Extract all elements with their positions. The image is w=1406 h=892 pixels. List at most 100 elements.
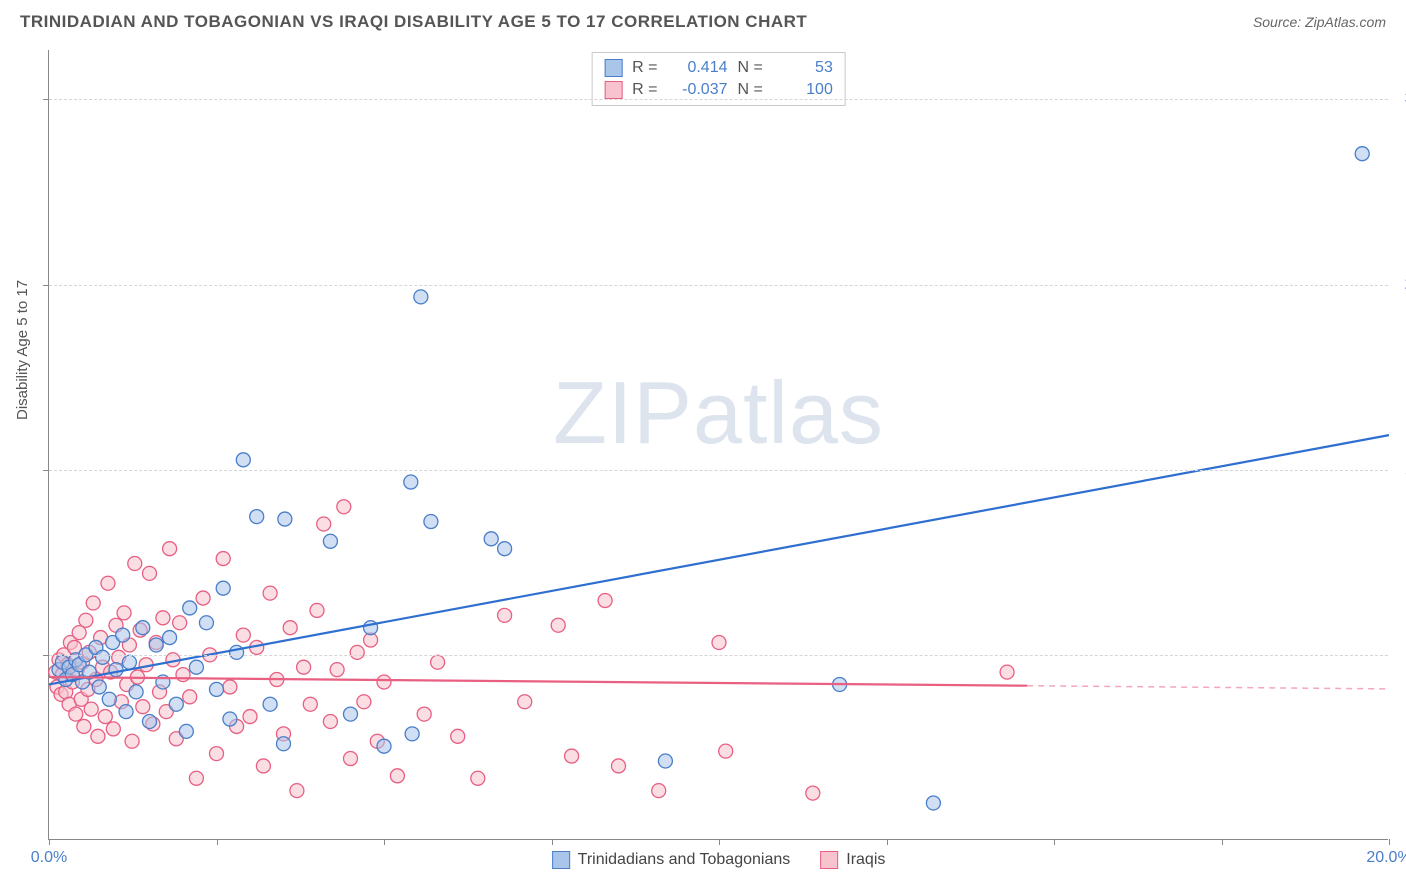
chart-header: TRINIDADIAN AND TOBAGONIAN VS IRAQI DISA… (0, 0, 1406, 40)
data-point (149, 638, 163, 652)
data-point (189, 771, 203, 785)
data-point (176, 668, 190, 682)
data-point (350, 645, 364, 659)
data-point (136, 621, 150, 635)
data-point (303, 697, 317, 711)
data-point (712, 636, 726, 650)
data-point (417, 707, 431, 721)
x-tick-mark (217, 839, 218, 845)
x-tick-mark (1389, 839, 1390, 845)
legend-r-value-2: -0.037 (672, 81, 728, 99)
data-point (357, 695, 371, 709)
gridline (49, 655, 1388, 656)
data-point (377, 739, 391, 753)
data-point (116, 628, 130, 642)
data-point (84, 702, 98, 716)
data-point (451, 729, 465, 743)
data-point (189, 660, 203, 674)
data-point (223, 680, 237, 694)
data-point (290, 784, 304, 798)
legend-row-series-2: R = -0.037 N = 100 (604, 79, 833, 101)
data-point (317, 517, 331, 531)
data-point (256, 759, 270, 773)
data-point (106, 722, 120, 736)
data-point (404, 475, 418, 489)
data-point (414, 290, 428, 304)
data-point (551, 618, 565, 632)
data-point (565, 749, 579, 763)
data-point (136, 700, 150, 714)
data-point (236, 453, 250, 467)
legend-item-2: Iraqis (820, 851, 885, 869)
x-tick-label: 20.0% (1366, 849, 1406, 867)
data-point (236, 628, 250, 642)
data-point (183, 690, 197, 704)
correlation-legend: R = 0.414 N = 53 R = -0.037 N = 100 (591, 52, 846, 106)
data-point (156, 611, 170, 625)
data-point (199, 616, 213, 630)
legend-item-1: Trinidadians and Tobagonians (552, 851, 791, 869)
data-point (283, 621, 297, 635)
x-tick-mark (1222, 839, 1223, 845)
data-point (128, 557, 142, 571)
data-point (117, 606, 131, 620)
y-tick-mark (43, 99, 49, 100)
data-point (926, 796, 940, 810)
data-point (96, 650, 110, 664)
data-point (129, 685, 143, 699)
data-point (92, 680, 106, 694)
gridline (49, 285, 1388, 286)
data-point (598, 594, 612, 608)
source-prefix: Source: (1253, 14, 1305, 30)
legend-r-label-1: R = (632, 59, 657, 77)
data-point (1355, 147, 1369, 161)
data-point (210, 682, 224, 696)
data-point (72, 626, 86, 640)
series-legend: Trinidadians and Tobagonians Iraqis (552, 851, 886, 869)
data-point (518, 695, 532, 709)
data-point (498, 542, 512, 556)
data-point (196, 591, 210, 605)
x-tick-mark (49, 839, 50, 845)
gridline (49, 470, 1388, 471)
data-point (163, 542, 177, 556)
legend-n-value-2: 100 (777, 81, 833, 99)
legend-swatch-1b (552, 851, 570, 869)
data-point (122, 655, 136, 669)
data-point (344, 752, 358, 766)
data-point (424, 515, 438, 529)
legend-n-label-1: N = (738, 59, 763, 77)
x-tick-label: 0.0% (31, 849, 67, 867)
data-point (102, 692, 116, 706)
data-point (210, 747, 224, 761)
data-point (183, 601, 197, 615)
x-tick-mark (552, 839, 553, 845)
data-point (263, 586, 277, 600)
data-point (216, 552, 230, 566)
data-point (377, 675, 391, 689)
data-point (390, 769, 404, 783)
data-point (69, 707, 83, 721)
legend-row-series-1: R = 0.414 N = 53 (604, 57, 833, 79)
legend-r-value-1: 0.414 (672, 59, 728, 77)
data-point (143, 715, 157, 729)
data-point (323, 715, 337, 729)
scatter-svg (49, 50, 1388, 839)
data-point (79, 613, 93, 627)
data-point (169, 697, 183, 711)
data-point (77, 719, 91, 733)
data-point (806, 786, 820, 800)
data-point (98, 710, 112, 724)
data-point (179, 724, 193, 738)
legend-label-1: Trinidadians and Tobagonians (578, 851, 791, 869)
data-point (223, 712, 237, 726)
data-point (405, 727, 419, 741)
data-point (278, 512, 292, 526)
x-tick-mark (1054, 839, 1055, 845)
x-tick-mark (384, 839, 385, 845)
legend-n-value-1: 53 (777, 59, 833, 77)
data-point (243, 710, 257, 724)
data-point (297, 660, 311, 674)
regression-line-extrapolated (1027, 686, 1389, 689)
data-point (498, 608, 512, 622)
